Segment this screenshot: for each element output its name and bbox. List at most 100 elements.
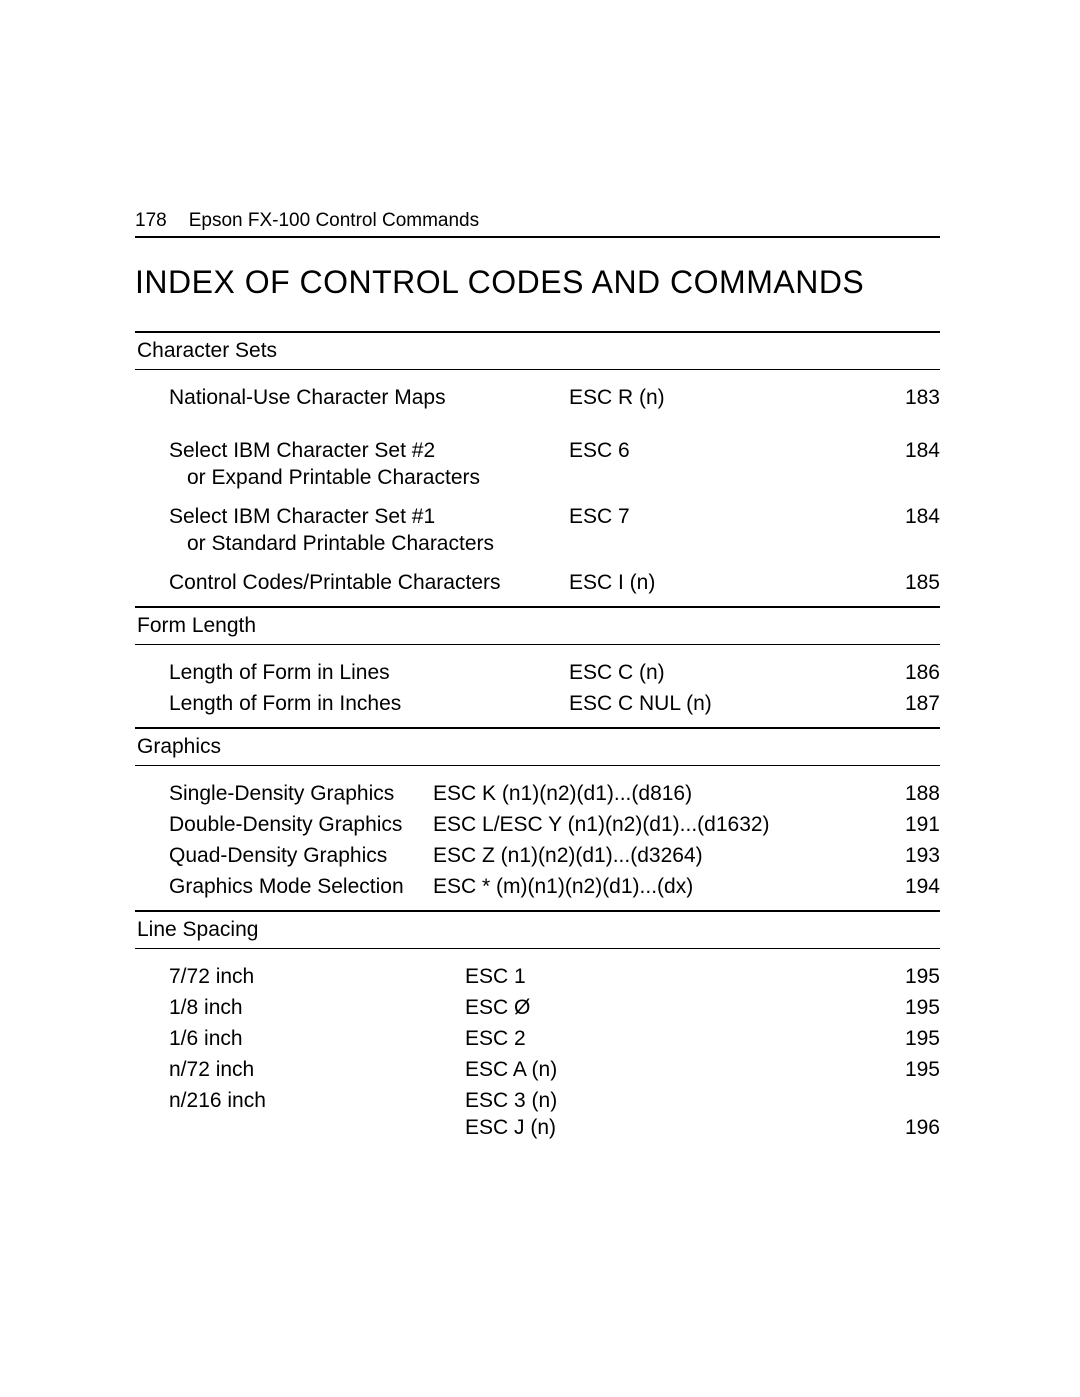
page: 178 Epson FX-100 Control Commands INDEX …	[0, 0, 1080, 1397]
section-heading: Character Sets	[135, 333, 940, 370]
entry-code: ESC 3 (n)ESC J (n)	[465, 1087, 890, 1141]
entry-code-line: ESC * (m)(n1)(n2)(d1)...(dx)	[433, 873, 890, 900]
entry-description: Select IBM Character Set #1or Standard P…	[169, 503, 569, 557]
entry-description: n/216 inch	[169, 1087, 465, 1114]
entry-page: 187	[890, 690, 940, 717]
index-entry: Length of Form in Lines ESC C (n)186	[169, 659, 940, 686]
entry-description: Quad-Density Graphics	[169, 842, 433, 869]
index-entry: 1/6 inch ESC 2195	[169, 1025, 940, 1052]
entry-description-line: 1/8 inch	[169, 996, 243, 1019]
entry-code-line: ESC 7	[569, 503, 890, 530]
entry-code-line: ESC C (n)	[569, 659, 890, 686]
entry-page: 195	[890, 1056, 940, 1083]
entry-code-line: ESC K (n1)(n2)(d1)...(d816)	[433, 780, 890, 807]
entry-code: ESC * (m)(n1)(n2)(d1)...(dx)	[433, 873, 890, 900]
entry-description: 7/72 inch	[169, 963, 465, 990]
page-title: INDEX OF CONTROL CODES AND COMMANDS	[135, 264, 940, 301]
entry-code: ESC 1	[465, 963, 890, 990]
section-entries: Single-Density Graphics ESC K (n1)(n2)(d1…	[135, 780, 940, 900]
entry-page: 195	[890, 994, 940, 1021]
entry-description-line: Select IBM Character Set #2	[169, 439, 435, 462]
entry-description: Single-Density Graphics	[169, 780, 433, 807]
entry-code-line: ESC 1	[465, 963, 890, 990]
entry-description-line: or Standard Printable Characters	[169, 530, 569, 557]
entry-code-line: ESC L/ESC Y (n1)(n2)(d1)...(d1632)	[433, 811, 890, 838]
entry-code: ESC K (n1)(n2)(d1)...(d816)	[433, 780, 890, 807]
section-entries: 7/72 inchESC 11951/8 inchESC Ø1951/6 inc…	[135, 963, 940, 1141]
entry-page: 193	[890, 842, 940, 869]
sections-container: Character Sets National-Use Character Map…	[135, 333, 940, 1141]
entry-code-line: ESC R (n)	[569, 384, 890, 411]
running-title: Epson FX-100 Control Commands	[189, 210, 479, 232]
entry-page: 186	[890, 659, 940, 686]
entry-description-line: Graphics Mode Selection	[169, 875, 404, 898]
entry-code: ESC R (n)	[569, 384, 890, 411]
index-entry: Length of Form in Inches ESC C NUL (n)187	[169, 690, 940, 717]
entry-code: ESC C NUL (n)	[569, 690, 890, 717]
entry-page: 185	[890, 569, 940, 596]
entry-description: Length of Form in Inches	[169, 690, 569, 717]
entry-page: 191	[890, 811, 940, 838]
entry-description: n/72 inch	[169, 1056, 465, 1083]
entry-page: 183	[890, 384, 940, 411]
entry-code: ESC I (n)	[569, 569, 890, 596]
entry-description: Graphics Mode Selection	[169, 873, 433, 900]
entry-description: 1/8 inch	[169, 994, 465, 1021]
running-head: 178 Epson FX-100 Control Commands	[135, 210, 940, 238]
entry-page: 194	[890, 873, 940, 900]
entry-page: 188	[890, 780, 940, 807]
entry-description-line: 7/72 inch	[169, 965, 254, 988]
entry-code: ESC A (n)	[465, 1056, 890, 1083]
entry-description-line: Double-Density Graphics	[169, 813, 402, 836]
entry-description-line: Single-Density Graphics	[169, 782, 394, 805]
entry-code-line: ESC J (n)	[465, 1114, 890, 1141]
index-entry: Control Codes/Printable Characters ESC I …	[169, 569, 940, 596]
section-heading: Line Spacing	[135, 912, 940, 949]
entry-code-line: ESC 3 (n)	[465, 1087, 890, 1114]
entry-description-line: 1/6 inch	[169, 1027, 243, 1050]
entry-description: Control Codes/Printable Characters	[169, 569, 569, 596]
entry-code: ESC L/ESC Y (n1)(n2)(d1)...(d1632)	[433, 811, 890, 838]
entry-description: Double-Density Graphics	[169, 811, 433, 838]
entry-code: ESC Ø	[465, 994, 890, 1021]
entry-description-line: Select IBM Character Set #1	[169, 505, 435, 528]
entry-code-line: ESC Ø	[465, 994, 890, 1021]
entry-code: ESC Z (n1)(n2)(d1)...(d3264)	[433, 842, 890, 869]
index-entry: Double-Density Graphics ESC L/ESC Y (n1)(…	[169, 811, 940, 838]
entry-description-line: n/216 inch	[169, 1089, 266, 1112]
entry-description: National-Use Character Maps	[169, 384, 569, 411]
entry-page: 184	[890, 437, 940, 464]
index-entry: National-Use Character MapsESC R (n)183	[169, 384, 940, 411]
entry-page: 195	[890, 1025, 940, 1052]
entry-description-line: or Expand Printable Characters	[169, 464, 569, 491]
section-heading: Form Length	[135, 608, 940, 645]
index-entry: Select IBM Character Set #1or Standard P…	[169, 503, 940, 557]
entry-description: 1/6 inch	[169, 1025, 465, 1052]
entry-page: 195	[890, 963, 940, 990]
entry-page: 196	[890, 1087, 940, 1141]
index-entry: 1/8 inch ESC Ø195	[169, 994, 940, 1021]
index-entry: Select IBM Character Set #2or Expand Pri…	[169, 437, 940, 491]
entry-code: ESC C (n)	[569, 659, 890, 686]
entry-page: 184	[890, 503, 940, 530]
entry-code-line: ESC 6	[569, 437, 890, 464]
index-entry: Quad-Density GraphicsESC Z (n1)(n2)(d1).…	[169, 842, 940, 869]
entry-code: ESC 7	[569, 503, 890, 530]
entry-code-line: ESC I (n)	[569, 569, 890, 596]
section-entries: Length of Form in LinesESC C (n)186Lengt…	[135, 659, 940, 717]
page-number: 178	[135, 210, 167, 232]
entry-description: Select IBM Character Set #2or Expand Pri…	[169, 437, 569, 491]
index-entry: Graphics Mode Selection ESC * (m)(n1)(n2)…	[169, 873, 940, 900]
entry-code-line: ESC 2	[465, 1025, 890, 1052]
entry-code-line: ESC Z (n1)(n2)(d1)...(d3264)	[433, 842, 890, 869]
section-entries: National-Use Character MapsESC R (n)183 S…	[135, 384, 940, 596]
entry-code-line: ESC A (n)	[465, 1056, 890, 1083]
entry-description: Length of Form in Lines	[169, 659, 569, 686]
entry-description-line: Control Codes/Printable Characters	[169, 571, 501, 594]
entry-description-line: Length of Form in Lines	[169, 661, 390, 684]
entry-description-line: Length of Form in Inches	[169, 692, 401, 715]
index-entry: n/72 inchESC A (n)195	[169, 1056, 940, 1083]
index-entry: 7/72 inch ESC 1195	[169, 963, 940, 990]
entry-code: ESC 6	[569, 437, 890, 464]
entry-code: ESC 2	[465, 1025, 890, 1052]
